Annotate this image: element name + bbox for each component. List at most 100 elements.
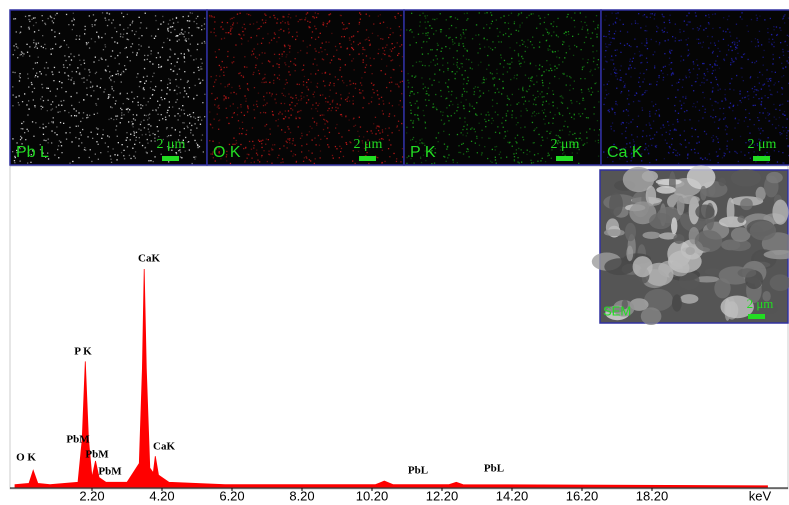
- map-dot: [757, 155, 759, 157]
- map-dot: [610, 41, 612, 43]
- map-dot: [605, 50, 607, 52]
- map-dot: [267, 33, 269, 35]
- map-dot: [596, 120, 599, 122]
- map-dot: [54, 36, 56, 38]
- map-dot: [672, 123, 674, 126]
- map-dot: [188, 27, 190, 29]
- map-dot: [674, 110, 677, 112]
- map-dot: [491, 49, 494, 51]
- map-dot: [123, 149, 125, 151]
- map-dot: [712, 109, 715, 111]
- map-dot: [446, 146, 449, 148]
- map-dot: [180, 32, 182, 34]
- map-dot: [116, 115, 119, 117]
- map-dot: [557, 36, 559, 38]
- map-dot: [45, 74, 47, 76]
- map-dot: [352, 103, 354, 105]
- map-dot: [772, 58, 774, 60]
- map-dot: [615, 103, 617, 105]
- map-dot: [672, 71, 674, 74]
- map-dot: [176, 93, 178, 95]
- map-dot: [316, 110, 319, 112]
- map-dot: [17, 102, 19, 104]
- map-dot: [424, 121, 426, 123]
- map-dot: [692, 105, 694, 108]
- map-dot: [628, 68, 630, 70]
- map-dot: [285, 79, 287, 81]
- map-dot: [78, 145, 80, 147]
- map-dot: [317, 134, 320, 137]
- map-dot: [460, 38, 462, 40]
- map-dot: [712, 135, 714, 137]
- map-dot: [348, 119, 350, 121]
- map-dot: [216, 106, 218, 108]
- map-dot: [160, 23, 162, 25]
- map-dot: [290, 150, 292, 152]
- map-dot: [677, 89, 679, 91]
- map-dot: [467, 150, 470, 152]
- map-dot: [421, 64, 424, 66]
- map-dot: [521, 96, 523, 98]
- map-dot: [677, 121, 679, 123]
- map-dot: [498, 78, 501, 80]
- map-dot: [153, 89, 156, 91]
- map-dot: [111, 22, 113, 24]
- map-dot: [247, 107, 249, 110]
- map-dot: [185, 38, 187, 40]
- map-dot: [379, 22, 381, 24]
- sem-grain: [769, 274, 789, 291]
- map-dot: [585, 16, 587, 18]
- map-dot: [325, 101, 327, 103]
- map-dot: [622, 122, 624, 124]
- map-dot: [72, 160, 74, 163]
- map-dot: [494, 111, 496, 113]
- map-dot: [253, 144, 255, 147]
- map-dot: [315, 102, 317, 104]
- map-dot: [638, 77, 640, 79]
- map-dot: [523, 103, 525, 105]
- map-dot: [120, 81, 122, 83]
- map-dot: [65, 91, 67, 93]
- map-dot: [426, 15, 428, 17]
- map-dot: [39, 149, 42, 151]
- map-dot: [428, 65, 430, 67]
- map-dot: [51, 16, 53, 19]
- map-dot: [761, 97, 763, 99]
- map-dot: [708, 23, 710, 25]
- map-dot: [348, 37, 351, 39]
- map-dot: [135, 139, 137, 141]
- map-dot: [196, 23, 198, 25]
- map-dot: [468, 102, 471, 105]
- map-dot: [735, 57, 737, 59]
- map-dot: [256, 105, 259, 108]
- map-dot: [413, 162, 415, 164]
- map-dot: [392, 32, 394, 34]
- map-dot: [199, 116, 201, 118]
- map-dot: [551, 50, 554, 52]
- map-dot: [305, 102, 308, 104]
- map-dot: [419, 139, 421, 141]
- map-dot: [136, 96, 139, 98]
- map-dot: [422, 88, 424, 90]
- map-dot: [704, 157, 706, 159]
- map-dot: [40, 108, 42, 110]
- map-dot: [611, 107, 613, 109]
- map-dot: [710, 115, 712, 118]
- map-dot: [367, 36, 370, 39]
- map-dot: [397, 120, 400, 122]
- map-dot: [514, 137, 516, 139]
- map-dot: [49, 90, 51, 92]
- map-dot: [308, 150, 310, 152]
- map-dot: [696, 142, 698, 144]
- map-dot: [769, 17, 771, 20]
- map-dot: [112, 148, 114, 150]
- map-dot: [251, 54, 253, 56]
- map-dot: [327, 109, 329, 112]
- map-dot: [275, 93, 278, 96]
- map-dot: [380, 70, 382, 72]
- map-dot: [703, 77, 705, 79]
- map-dot: [153, 72, 155, 74]
- map-dot: [148, 123, 150, 126]
- map-dot: [197, 116, 199, 118]
- map-dot: [260, 25, 262, 28]
